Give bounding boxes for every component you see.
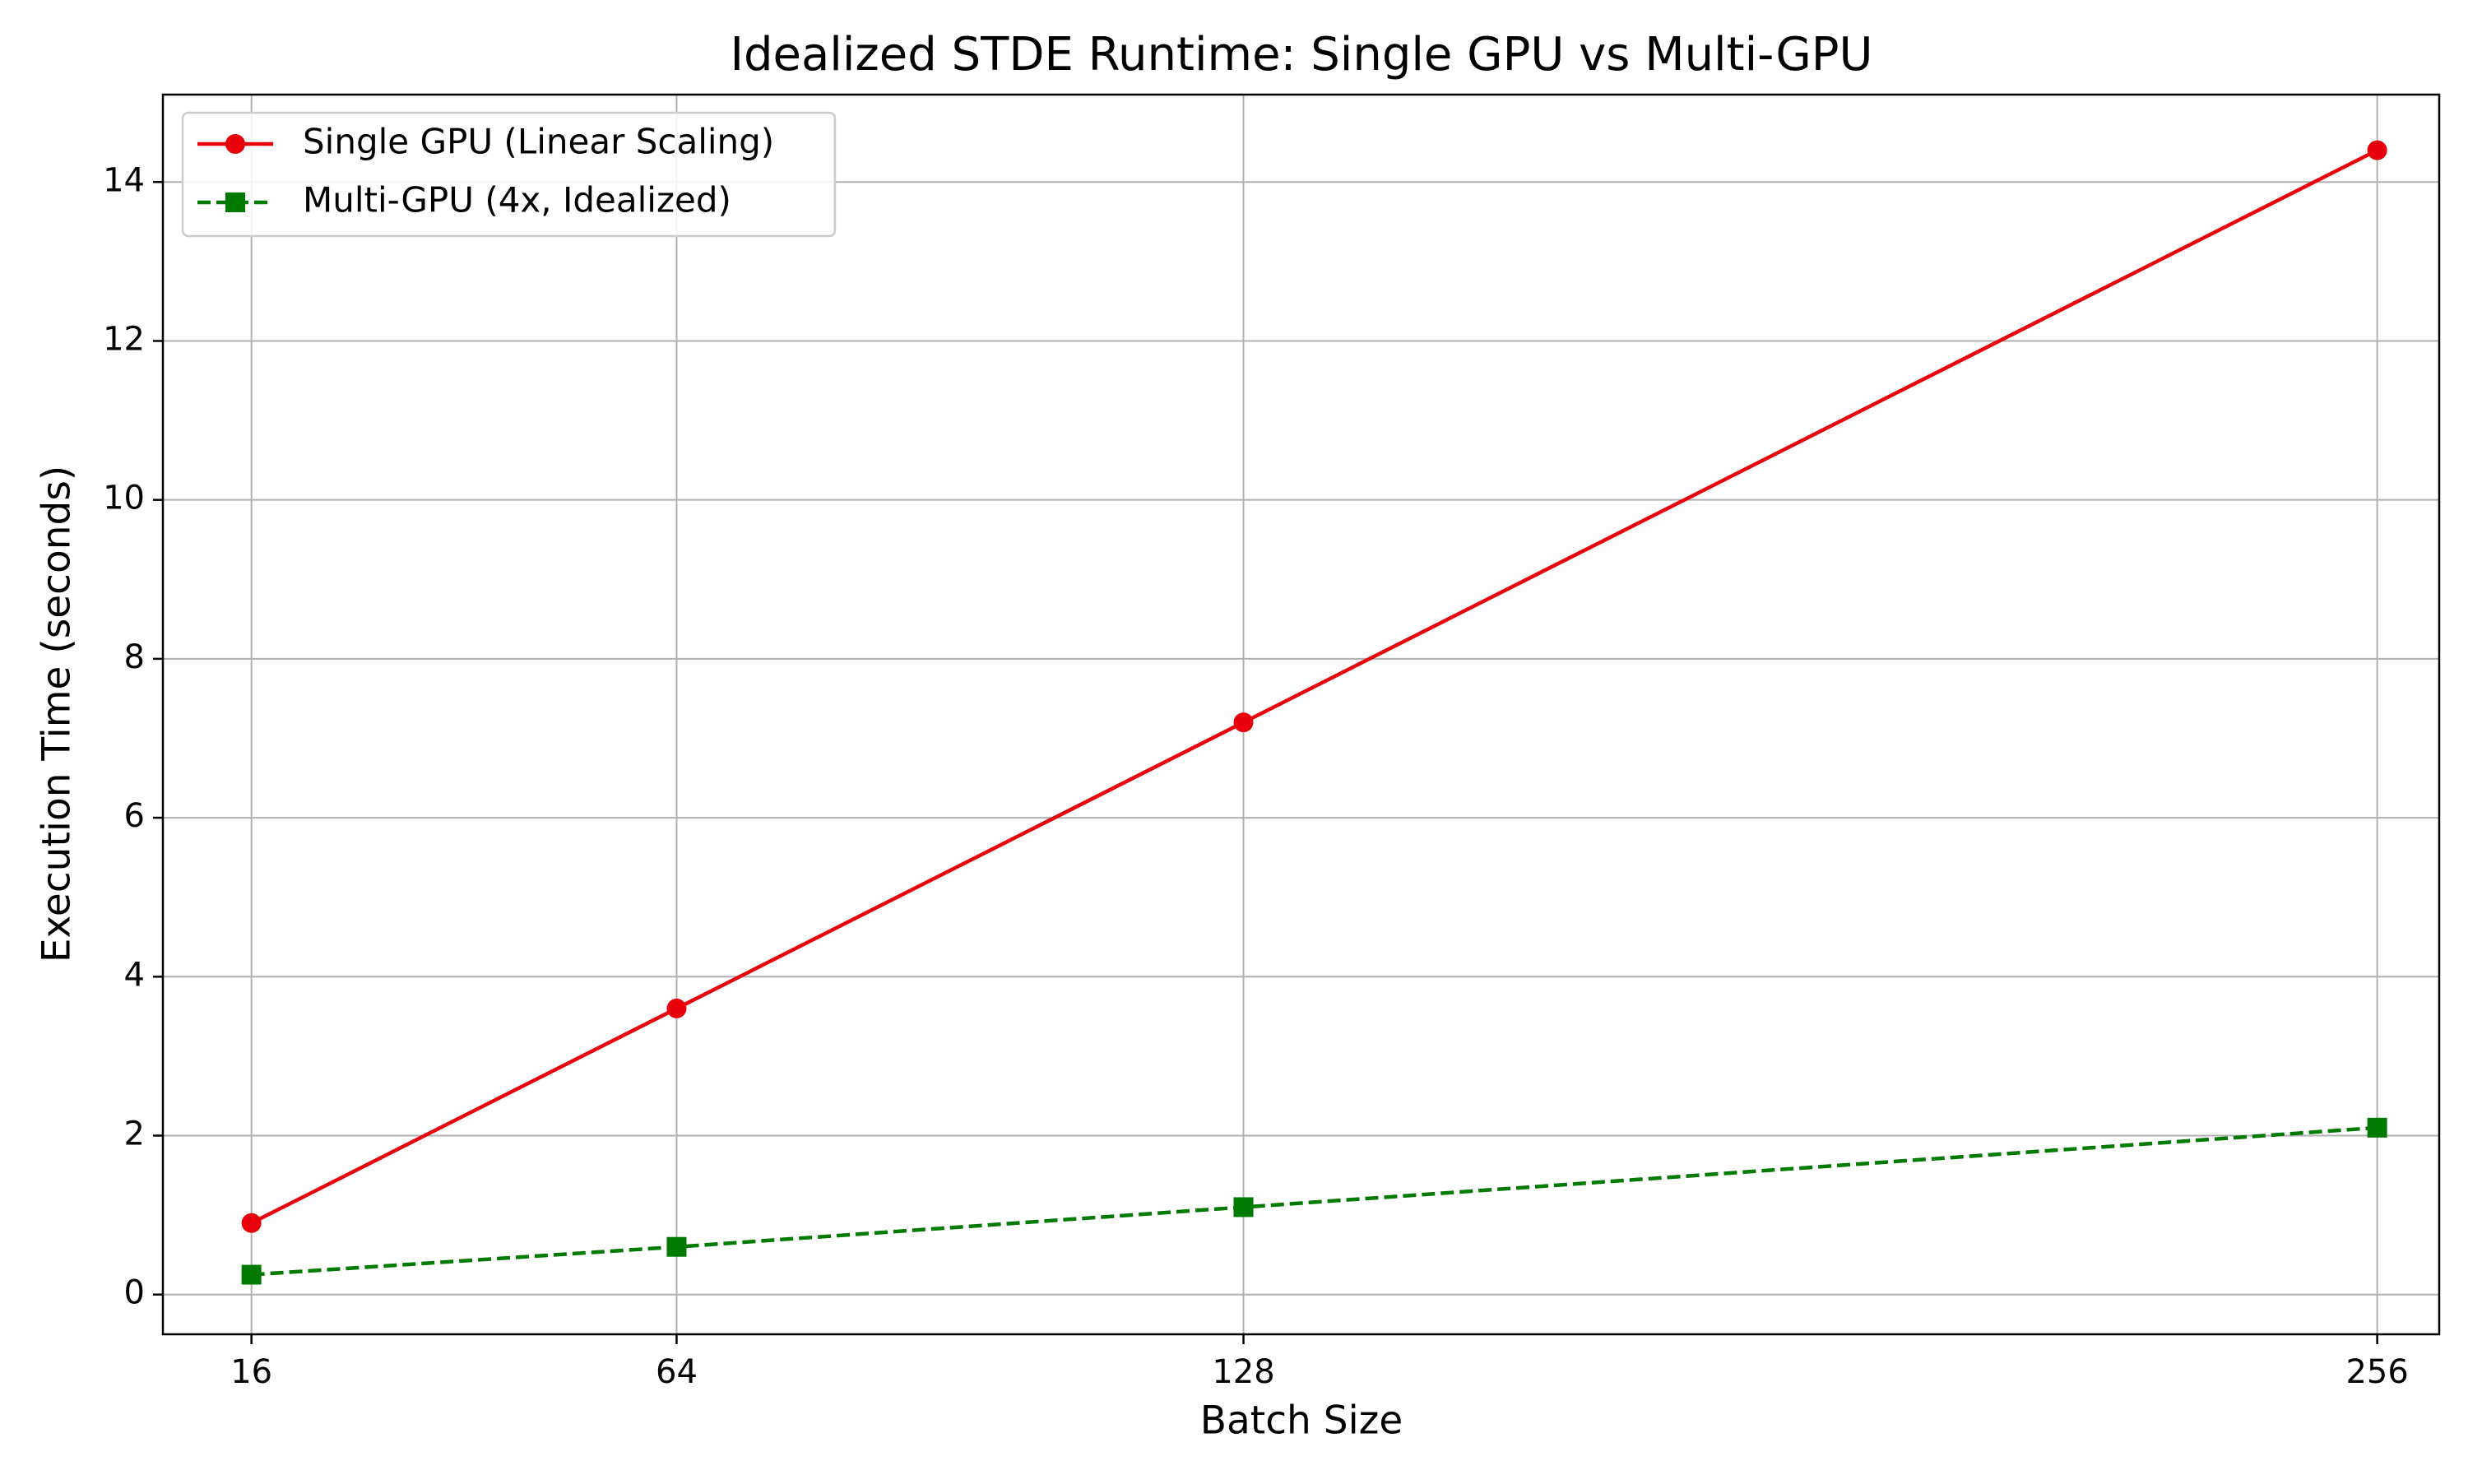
x-axis-label: Batch Size <box>1200 1398 1403 1444</box>
legend-entry-multi-gpu: Multi-GPU (4x, Idealized) <box>197 180 731 220</box>
y-tick-label: 6 <box>124 797 145 835</box>
y-tick-label: 4 <box>124 956 145 994</box>
legend-label-single-gpu: Single GPU (Linear Scaling) <box>303 122 774 162</box>
y-tick-label: 2 <box>124 1115 145 1152</box>
y-tick-label: 10 <box>103 480 145 517</box>
y-tick-label: 12 <box>103 320 145 358</box>
x-tick-label: 256 <box>2345 1353 2408 1391</box>
data-point-multi-gpu <box>666 1236 687 1257</box>
chart-title: Idealized STDE Runtime: Single GPU vs Mu… <box>730 28 1872 81</box>
series-line-multi-gpu <box>251 1125 2378 1277</box>
x-tick-label: 64 <box>656 1353 698 1391</box>
data-point-multi-gpu <box>2367 1117 2387 1138</box>
y-tick-label: 0 <box>124 1274 145 1312</box>
legend: Single GPU (Linear Scaling) Multi-GPU (4… <box>181 111 837 238</box>
legend-label-multi-gpu: Multi-GPU (4x, Idealized) <box>303 180 731 220</box>
y-tick-label: 8 <box>124 638 145 676</box>
x-tick-label: 128 <box>1212 1353 1274 1391</box>
data-point-single-gpu <box>666 998 687 1018</box>
data-point-multi-gpu <box>241 1264 262 1285</box>
legend-marker-multi-gpu <box>225 192 245 212</box>
data-point-single-gpu <box>2367 140 2387 160</box>
legend-box <box>181 111 837 238</box>
legend-entry-single-gpu: Single GPU (Linear Scaling) <box>197 122 774 162</box>
series-line-single-gpu <box>250 148 2378 1225</box>
axis-ticks: 16 64 128 256 0 2 4 6 8 10 12 14 <box>103 161 2409 1391</box>
series-layer <box>241 140 2387 1285</box>
data-point-single-gpu <box>1233 712 1254 733</box>
data-point-single-gpu <box>241 1213 262 1233</box>
y-axis-label: Execution Time (seconds) <box>35 466 80 962</box>
plot-frame <box>161 93 2441 1336</box>
data-point-multi-gpu <box>1233 1197 1254 1217</box>
legend-marker-single-gpu <box>225 134 245 154</box>
x-tick-label: 16 <box>230 1353 272 1391</box>
y-tick-label: 14 <box>103 161 145 199</box>
